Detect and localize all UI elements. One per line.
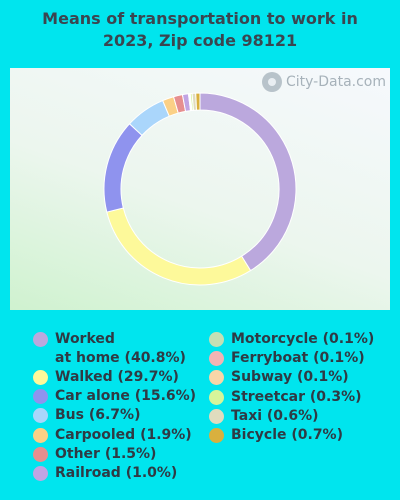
legend-item: Bus (6.7%) bbox=[33, 406, 205, 425]
legend-swatch bbox=[33, 370, 48, 385]
legend-swatch bbox=[209, 332, 224, 347]
legend-item: Streetcar (0.3%) bbox=[209, 388, 381, 407]
legend-item: Ferryboat (0.1%) bbox=[209, 349, 381, 368]
legend-item: Bicycle (0.7%) bbox=[209, 426, 381, 445]
legend-item: Worked at home (40.8%) bbox=[33, 330, 205, 368]
legend-swatch bbox=[33, 427, 48, 443]
donut-slice-car-alone bbox=[103, 123, 143, 213]
legend-label: Bicycle (0.7%) bbox=[231, 427, 343, 443]
legend-item: Walked (29.7%) bbox=[33, 368, 205, 387]
legend-label: Walked (29.7%) bbox=[55, 369, 179, 385]
legend-label: Taxi (0.6%) bbox=[231, 407, 319, 424]
legend-label: Ferryboat (0.1%) bbox=[231, 350, 365, 367]
legend-item: Other (1.5%) bbox=[33, 445, 205, 464]
legend-item: Railroad (1.0%) bbox=[33, 464, 205, 483]
legend-label: Bus (6.7%) bbox=[55, 407, 141, 424]
legend-swatch bbox=[33, 408, 48, 424]
legend-label: Carpooled (1.9%) bbox=[55, 426, 192, 443]
donut-chart bbox=[103, 92, 297, 286]
legend-label: Motorcycle (0.1%) bbox=[231, 331, 375, 347]
city-data-logo-icon bbox=[261, 72, 282, 92]
legend-label: Streetcar (0.3%) bbox=[231, 388, 362, 405]
watermark: City-Data.com bbox=[261, 72, 386, 92]
legend-swatch bbox=[209, 428, 224, 443]
legend-item: Car alone (15.6%) bbox=[33, 387, 205, 406]
legend-label-line-2: at home (40.8%) bbox=[55, 350, 186, 366]
legend-swatch bbox=[33, 466, 48, 481]
legend-swatch bbox=[33, 389, 48, 405]
legend-swatch bbox=[209, 389, 224, 405]
donut-slice-worked-at-home bbox=[199, 92, 297, 272]
legend-swatch bbox=[209, 370, 224, 386]
legend-label: Worked at home (40.8%) bbox=[55, 331, 186, 366]
legend-swatch bbox=[33, 332, 48, 347]
legend-label: Other (1.5%) bbox=[55, 445, 157, 462]
chart-title: Means of transportation to work in 2023,… bbox=[0, 8, 400, 52]
legend-item: Carpooled (1.9%) bbox=[33, 426, 205, 445]
legend-item: Subway (0.1%) bbox=[209, 368, 381, 387]
donut-slice-bicycle bbox=[195, 92, 201, 111]
chart-title-line-2: 2023, Zip code 98121 bbox=[102, 31, 298, 50]
legend-label: Subway (0.1%) bbox=[231, 369, 349, 386]
chart-title-line-1: Means of transportation to work in bbox=[42, 9, 358, 28]
legend-swatch bbox=[209, 351, 224, 367]
legend-item: Taxi (0.6%) bbox=[209, 407, 381, 426]
legend-swatch bbox=[209, 408, 224, 424]
legend-swatch bbox=[33, 446, 48, 462]
legend-label: Railroad (1.0%) bbox=[55, 465, 178, 481]
legend-item: Motorcycle (0.1%) bbox=[209, 330, 381, 349]
legend-label: Car alone (15.6%) bbox=[55, 388, 197, 405]
watermark-text: City-Data.com bbox=[285, 74, 386, 90]
donut-slice-walked bbox=[106, 207, 252, 286]
